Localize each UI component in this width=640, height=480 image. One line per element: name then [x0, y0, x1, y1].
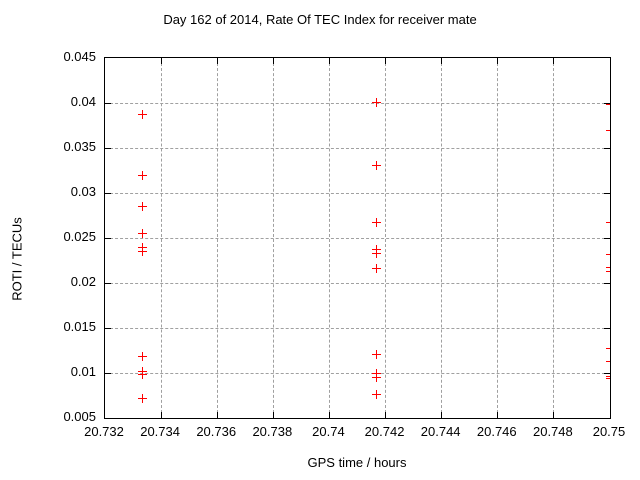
x-tick-mark-bottom: [328, 412, 330, 418]
y-tick-mark-left: [105, 282, 111, 284]
y-tick-mark-right: [604, 237, 610, 239]
data-point-marker: [137, 202, 147, 211]
x-tick-mark-bottom: [497, 412, 499, 418]
x-tick-mark-bottom: [160, 412, 162, 418]
data-point-marker: [371, 349, 381, 359]
x-tick-mark-top: [160, 58, 162, 64]
grid-line-vertical: [160, 58, 162, 418]
grid-line-vertical: [497, 58, 499, 418]
x-tick-mark-top: [553, 58, 555, 64]
x-tick-label: 20.736: [196, 424, 237, 439]
grid-line-vertical: [272, 58, 274, 418]
y-tick-label: 0.015: [63, 319, 96, 334]
x-tick-mark-bottom: [553, 412, 555, 418]
data-point-marker: [137, 110, 147, 120]
grid-line-horizontal: [105, 192, 610, 194]
grid-line-vertical: [441, 58, 443, 418]
x-tick-label: 20.748: [532, 424, 573, 439]
x-tick-mark-bottom: [441, 412, 443, 418]
y-tick-mark-left: [105, 372, 111, 374]
chart-title: Day 162 of 2014, Rate Of TEC Index for r…: [163, 12, 477, 27]
data-point-marker: [605, 100, 610, 110]
x-tick-mark-top: [497, 58, 499, 64]
y-tick-mark-right: [604, 282, 610, 284]
data-point-marker: [605, 249, 610, 259]
y-tick-label: 0.005: [63, 409, 96, 424]
y-tick-label: 0.045: [63, 49, 96, 64]
x-tick-label: 20.744: [420, 424, 461, 439]
x-tick-label: 20.74: [312, 424, 345, 439]
y-tick-mark-right: [604, 192, 610, 194]
data-point-marker: [137, 229, 147, 238]
x-tick-mark-top: [385, 58, 387, 64]
grid-line-vertical: [385, 58, 387, 418]
data-point-marker: [371, 218, 381, 228]
grid-line-vertical: [328, 58, 330, 418]
x-tick-label: 20.746: [476, 424, 517, 439]
y-tick-label: 0.01: [70, 364, 96, 379]
y-tick-mark-left: [105, 147, 111, 149]
grid-line-vertical: [216, 58, 218, 418]
y-tick-mark-right: [604, 102, 610, 104]
x-tick-label: 20.742: [364, 424, 405, 439]
grid-line-horizontal: [105, 147, 610, 149]
data-point-marker: [605, 344, 610, 354]
data-point-marker: [371, 160, 381, 170]
data-point-marker: [371, 248, 381, 258]
y-tick-mark-right: [604, 327, 610, 329]
x-tick-mark-bottom: [385, 412, 387, 418]
data-point-marker: [371, 264, 381, 274]
data-point-marker: [137, 393, 147, 403]
grid-line-horizontal: [105, 372, 610, 374]
grid-line-horizontal: [105, 327, 610, 329]
x-tick-label: 20.738: [252, 424, 293, 439]
x-tick-mark-top: [272, 58, 274, 64]
plot-area: [104, 57, 611, 419]
y-tick-label: 0.025: [63, 229, 96, 244]
y-tick-label: 0.02: [70, 274, 96, 289]
data-point-marker: [137, 370, 147, 380]
grid-line-vertical: [553, 58, 555, 418]
data-point-marker: [137, 352, 147, 362]
x-tick-mark-top: [328, 58, 330, 64]
y-tick-mark-left: [105, 192, 111, 194]
x-tick-mark-bottom: [272, 412, 274, 418]
grid-line-horizontal: [105, 282, 610, 284]
data-point-marker: [371, 390, 381, 400]
x-tick-label: 20.734: [140, 424, 180, 439]
y-tick-mark-left: [105, 327, 111, 329]
data-point-marker: [605, 266, 610, 276]
y-tick-mark-right: [604, 147, 610, 149]
data-point-marker: [605, 125, 610, 135]
x-tick-mark-bottom: [216, 412, 218, 418]
y-tick-mark-right: [604, 372, 610, 374]
y-tick-label: 0.035: [63, 139, 96, 154]
data-point-marker: [137, 247, 147, 256]
y-tick-label: 0.04: [70, 94, 96, 109]
x-tick-label: 20.732: [84, 424, 124, 439]
y-tick-label: 0.03: [70, 184, 96, 199]
x-axis-label: GPS time / hours: [307, 455, 407, 470]
x-tick-label: 20.75: [592, 424, 626, 439]
data-point-marker: [605, 218, 610, 228]
data-point-marker: [605, 373, 610, 383]
grid-line-horizontal: [105, 102, 610, 104]
data-point-marker: [605, 356, 610, 366]
data-point-marker: [137, 171, 147, 181]
y-tick-mark-left: [105, 237, 111, 239]
data-point-marker: [371, 373, 381, 382]
y-tick-mark-left: [105, 102, 111, 104]
grid-line-horizontal: [105, 237, 610, 239]
data-point-marker: [371, 97, 381, 107]
x-tick-mark-top: [216, 58, 218, 64]
x-tick-mark-top: [441, 58, 443, 64]
